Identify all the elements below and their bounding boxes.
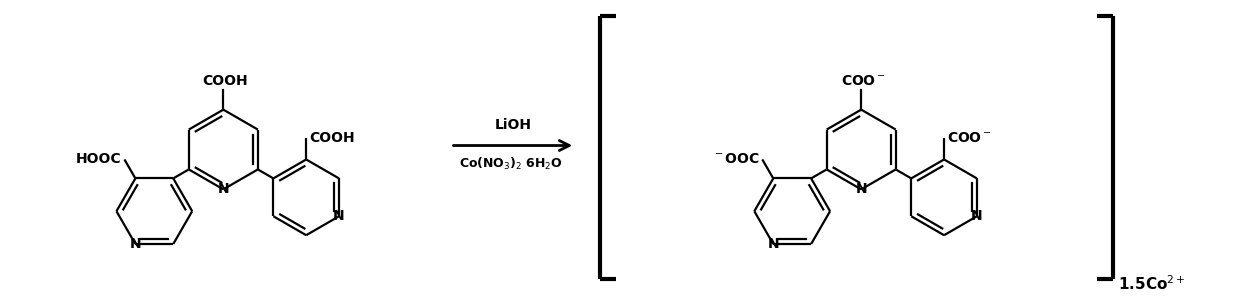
Text: N: N <box>856 182 867 196</box>
Text: COO$^-$: COO$^-$ <box>947 131 992 145</box>
Text: Co(NO$_3$)$_2$ 6H$_2$O: Co(NO$_3$)$_2$ 6H$_2$O <box>459 156 563 172</box>
Text: N: N <box>768 237 779 251</box>
Text: LiOH: LiOH <box>495 118 532 131</box>
Text: HOOC: HOOC <box>76 152 122 166</box>
Text: N: N <box>971 209 982 223</box>
Text: N: N <box>217 182 229 196</box>
Text: N: N <box>334 209 345 223</box>
Text: $^-$OOC: $^-$OOC <box>712 152 759 166</box>
Text: 1.5Co$^{2+}$: 1.5Co$^{2+}$ <box>1118 274 1185 293</box>
Text: N: N <box>129 237 141 251</box>
Text: COOH: COOH <box>202 74 248 88</box>
Text: COOH: COOH <box>309 131 355 145</box>
Text: COO$^-$: COO$^-$ <box>841 74 885 88</box>
